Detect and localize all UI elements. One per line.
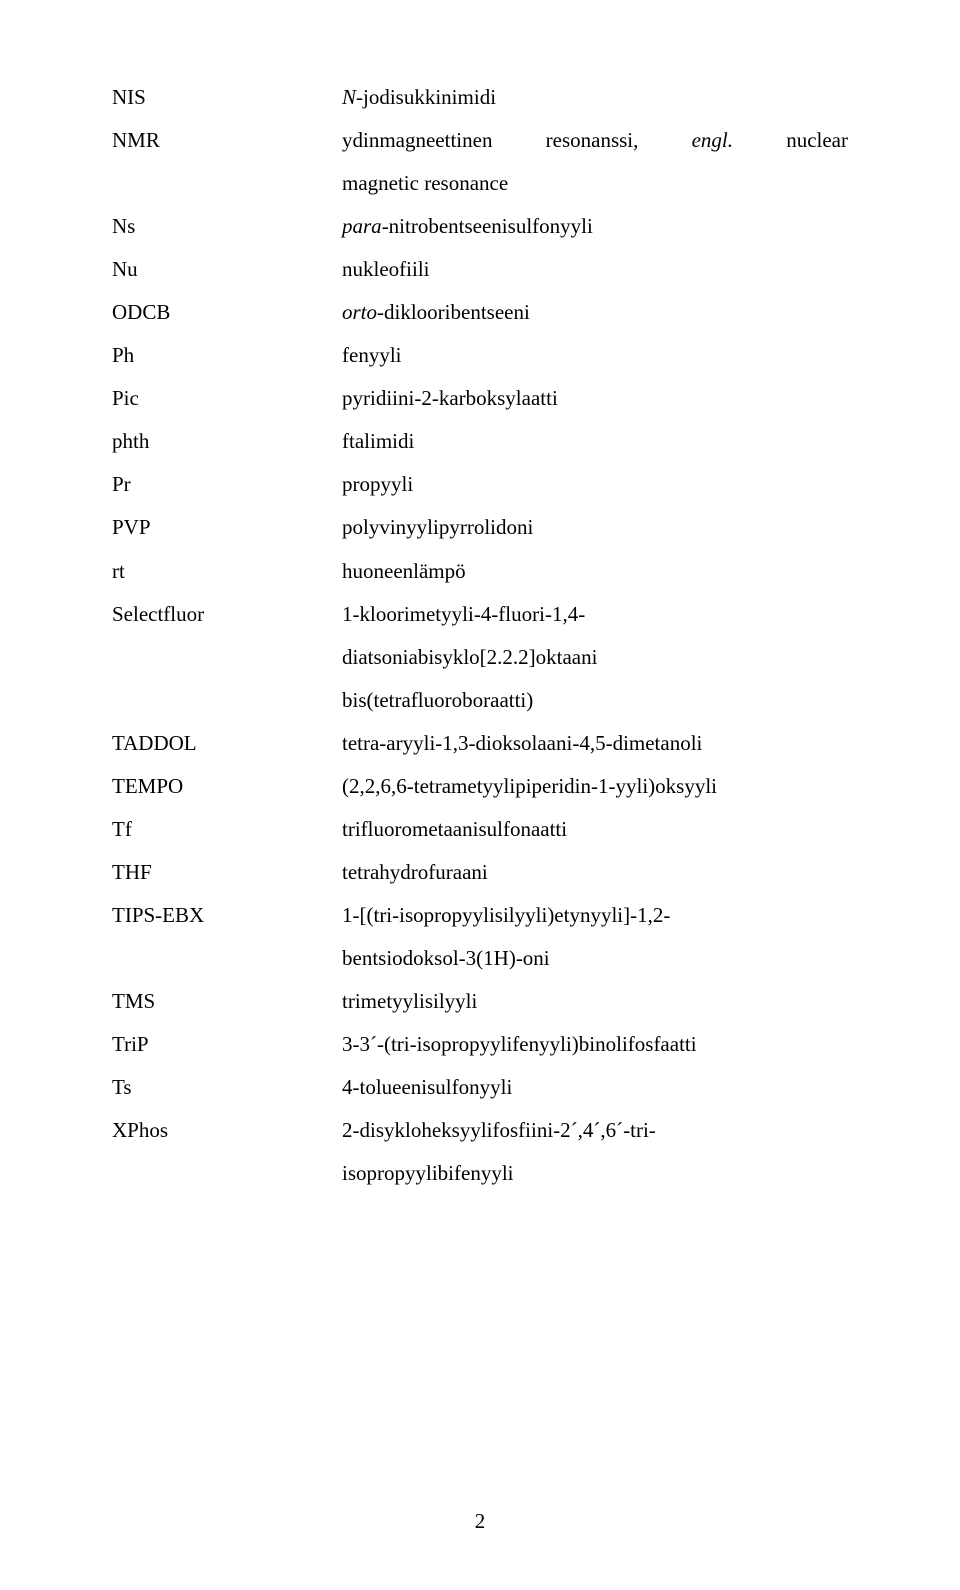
abbr-row: XPhos2-disykloheksyylifosfiini-2´,4´,6´-… (112, 1109, 848, 1152)
abbr-row-continuation: isopropyylibifenyyli (112, 1152, 848, 1195)
abbreviation-list: NISN-jodisukkinimidiNMRydinmagneettinen r… (112, 76, 848, 1195)
abbr-term: TriP (112, 1023, 342, 1066)
abbr-definition: pyridiini-2-karboksylaatti (342, 377, 848, 420)
abbr-term: Nu (112, 248, 342, 291)
abbr-term: TADDOL (112, 722, 342, 765)
abbr-definition-cont: magnetic resonance (342, 162, 848, 205)
abbr-definition: bis(tetrafluoroboraatti) (342, 679, 848, 722)
abbr-definition: fenyyli (342, 334, 848, 377)
abbr-row: Ts4-tolueenisulfonyyli (112, 1066, 848, 1109)
abbr-definition: bentsiodoksol-3(1H)-oni (342, 937, 848, 980)
abbr-term: Ts (112, 1066, 342, 1109)
abbr-row: PVPpolyvinyylipyrrolidoni (112, 506, 848, 549)
abbr-row: Tftrifluorometaanisulfonaatti (112, 808, 848, 851)
abbr-term: TEMPO (112, 765, 342, 808)
abbr-term: TMS (112, 980, 342, 1023)
abbr-row: TIPS-EBX1-[(tri-isopropyylisilyyli)etyny… (112, 894, 848, 937)
abbr-definition: nukleofiili (342, 248, 848, 291)
abbr-definition: 1-kloorimetyyli-4-fluori-1,4- (342, 593, 848, 636)
abbr-definition: isopropyylibifenyyli (342, 1152, 848, 1195)
abbr-term: Pic (112, 377, 342, 420)
abbr-term: XPhos (112, 1109, 342, 1152)
abbr-definition: orto-diklooribentseeni (342, 291, 848, 334)
abbr-row-continuation: bis(tetrafluoroboraatti) (112, 679, 848, 722)
abbr-row: NISN-jodisukkinimidi (112, 76, 848, 119)
abbr-row: Nspara-nitrobentseenisulfonyyli (112, 205, 848, 248)
abbr-row: Phfenyyli (112, 334, 848, 377)
definition-word: nuclear (786, 119, 848, 162)
definition-word: engl. (692, 119, 733, 162)
abbr-term: NIS (112, 76, 342, 119)
abbr-definition: trifluorometaanisulfonaatti (342, 808, 848, 851)
abbr-row: TADDOLtetra-aryyli-1,3-dioksolaani-4,5-d… (112, 722, 848, 765)
definition-word: ydinmagneettinen (342, 119, 492, 162)
abbr-row: TriP3-3´-(tri-isopropyylifenyyli)binolif… (112, 1023, 848, 1066)
abbr-row: NMRydinmagneettinen resonanssi, engl. nucle… (112, 119, 848, 162)
abbr-row-continuation: magnetic resonance (112, 162, 848, 205)
abbr-definition: diatsoniabisyklo[2.2.2]oktaani (342, 636, 848, 679)
abbr-definition: propyyli (342, 463, 848, 506)
abbr-row: phthftalimidi (112, 420, 848, 463)
abbr-term: Tf (112, 808, 342, 851)
abbr-term: Pr (112, 463, 342, 506)
abbr-row: Picpyridiini-2-karboksylaatti (112, 377, 848, 420)
abbr-definition: (2,2,6,6-tetrametyylipiperidin-1-yyli)ok… (342, 765, 848, 808)
abbr-row: Nunukleofiili (112, 248, 848, 291)
abbr-definition: ydinmagneettinen resonanssi, engl. nuclear (342, 119, 848, 162)
abbr-row-continuation: diatsoniabisyklo[2.2.2]oktaani (112, 636, 848, 679)
abbr-term: Ns (112, 205, 342, 248)
abbr-row: ODCBorto-diklooribentseeni (112, 291, 848, 334)
abbr-definition: trimetyylisilyyli (342, 980, 848, 1023)
abbr-term: Ph (112, 334, 342, 377)
abbr-definition: ftalimidi (342, 420, 848, 463)
page-number: 2 (0, 1509, 960, 1534)
abbr-definition: polyvinyylipyrrolidoni (342, 506, 848, 549)
abbr-definition: 2-disykloheksyylifosfiini-2´,4´,6´-tri- (342, 1109, 848, 1152)
abbr-definition: 3-3´-(tri-isopropyylifenyyli)binolifosfa… (342, 1023, 848, 1066)
abbr-definition: tetra-aryyli-1,3-dioksolaani-4,5-dimetan… (342, 722, 848, 765)
abbr-definition: 1-[(tri-isopropyylisilyyli)etynyyli]-1,2… (342, 894, 848, 937)
abbr-definition: tetrahydrofuraani (342, 851, 848, 894)
abbr-term: ODCB (112, 291, 342, 334)
abbr-definition: 4-tolueenisulfonyyli (342, 1066, 848, 1109)
abbr-term: PVP (112, 506, 342, 549)
abbr-definition: huoneenlämpö (342, 550, 848, 593)
abbr-term: phth (112, 420, 342, 463)
document-page: NISN-jodisukkinimidiNMRydinmagneettinen r… (0, 0, 960, 1590)
abbr-definition: para-nitrobentseenisulfonyyli (342, 205, 848, 248)
abbr-term: THF (112, 851, 342, 894)
definition-word: resonanssi, (546, 119, 639, 162)
abbr-row: TEMPO(2,2,6,6-tetrametyylipiperidin-1-yy… (112, 765, 848, 808)
abbr-row: Selectfluor1-kloorimetyyli-4-fluori-1,4- (112, 593, 848, 636)
abbr-term: Selectfluor (112, 593, 342, 636)
abbr-term: rt (112, 550, 342, 593)
abbr-row: TMStrimetyylisilyyli (112, 980, 848, 1023)
abbr-row-continuation: bentsiodoksol-3(1H)-oni (112, 937, 848, 980)
abbr-row: rthuoneenlämpö (112, 550, 848, 593)
abbr-row: THFtetrahydrofuraani (112, 851, 848, 894)
abbr-definition: N-jodisukkinimidi (342, 76, 848, 119)
abbr-term: TIPS-EBX (112, 894, 342, 937)
abbr-row: Prpropyyli (112, 463, 848, 506)
abbr-term: NMR (112, 119, 342, 162)
